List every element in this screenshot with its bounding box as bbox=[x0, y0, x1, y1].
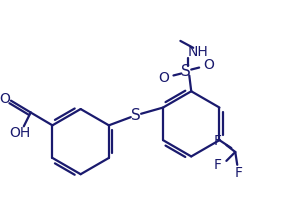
Text: O: O bbox=[158, 71, 169, 85]
Text: O: O bbox=[204, 58, 215, 72]
Text: F: F bbox=[213, 158, 222, 172]
Text: NH: NH bbox=[188, 45, 209, 59]
Text: OH: OH bbox=[9, 126, 30, 140]
Text: S: S bbox=[131, 108, 141, 123]
Text: F: F bbox=[213, 134, 222, 148]
Text: S: S bbox=[182, 64, 191, 79]
Text: F: F bbox=[234, 166, 242, 180]
Text: O: O bbox=[0, 92, 10, 106]
